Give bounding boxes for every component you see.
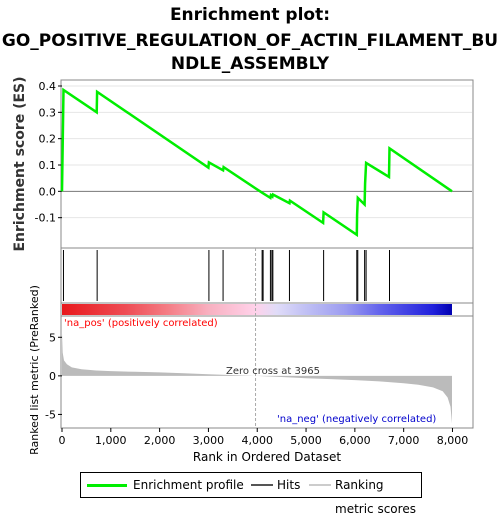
legend-hits-label: Hits [277, 478, 301, 492]
metric-y-ticks: -5 0 5 [45, 331, 62, 421]
ranked-metric-area [62, 333, 452, 424]
metric-tick-label: 5 [49, 331, 56, 344]
metric-y-axis-title: Ranked list metric (PreRanked) [28, 285, 41, 455]
x-tick-label: 6,000 [339, 434, 371, 447]
zero-cross-label: Zero cross at 3965 [226, 366, 320, 377]
legend-hits-swatch [251, 484, 273, 486]
es-y-ticks: -0.1 0.0 0.1 0.2 0.3 0.4 [35, 80, 62, 225]
metric-tick-label: -5 [45, 408, 56, 421]
es-tick-label: 0.0 [39, 185, 57, 198]
x-tick-label: 1,000 [95, 434, 127, 447]
x-tick-label: 4,000 [241, 434, 273, 447]
chart-title-line-1: Enrichment plot: [169, 5, 331, 25]
enrichment-chart-svg: -0.10.00.10.20.30.4 -505 'na_pos' (posit… [12, 76, 474, 464]
x-tick-label: 0 [59, 434, 66, 447]
metric-tick-label: 0 [49, 370, 56, 383]
hit-markers [62, 250, 391, 301]
x-axis-title: Rank in Ordered Dataset [193, 450, 341, 464]
positive-correlation-label: 'na_pos' (positively correlated) [64, 318, 218, 329]
es-tick-label: 0.3 [39, 106, 57, 119]
rank-heatmap-bar [62, 304, 452, 315]
heatmap-fill [62, 304, 452, 315]
es-tick-label: 0.1 [39, 159, 57, 172]
enrichment-profile-line [60, 87, 453, 238]
chart-legend: Enrichment profile Hits Ranking metric s… [80, 472, 422, 516]
x-tick-label: 2,000 [144, 434, 176, 447]
hits-panel-frame [60, 247, 474, 304]
x-tick-label: 7,000 [388, 434, 420, 447]
negative-correlation-label: 'na_neg' (negatively correlated) [277, 414, 436, 425]
legend-ranking-label: Ranking metric scores [335, 478, 416, 516]
chart-title-line-2: GO_POSITIVE_REGULATION_OF_ACTIN_FILAMENT… [1, 31, 499, 51]
es-y-axis-title: Enrichment score (ES) [12, 76, 28, 251]
x-tick-label: 3,000 [193, 434, 225, 447]
es-gridlines [62, 85, 472, 219]
legend-ranking-swatch [309, 484, 331, 486]
x-tick-label: 5,000 [290, 434, 322, 447]
es-tick-label: 0.4 [39, 80, 57, 93]
legend-enrichment-label: Enrichment profile [133, 478, 244, 492]
legend-enrichment-swatch [87, 484, 127, 487]
x-tick-label: 8,000 [437, 434, 469, 447]
es-tick-label: -0.1 [35, 212, 56, 225]
es-panel-frame [60, 79, 474, 249]
chart-title-line-3: NDLE_ASSEMBLY [170, 54, 330, 74]
enrichment-plot-page: Enrichment plot: GO_POSITIVE_REGULATION_… [1, 5, 499, 516]
x-axis-ticks: 0 1,000 2,000 3,000 4,000 5,000 6,000 7,000 8,00… [59, 428, 469, 447]
es-tick-label: 0.2 [39, 133, 57, 146]
